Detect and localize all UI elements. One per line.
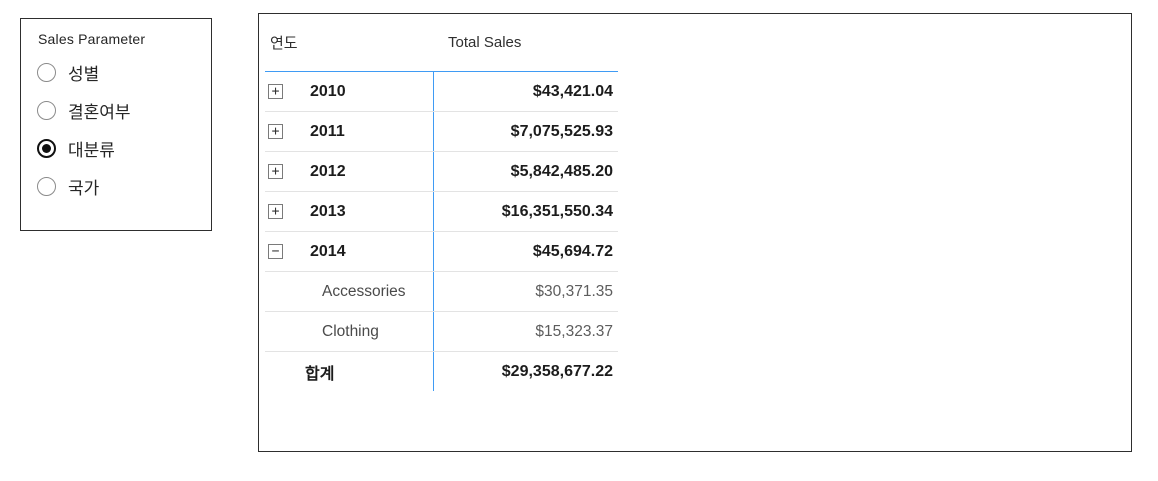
row-label: 2010 [310, 82, 346, 100]
slicer-title: Sales Parameter [38, 31, 146, 47]
expand-icon[interactable]: + [268, 164, 283, 179]
matrix-visual-card: 연도 Total Sales + 2010 $43,421.04 + 2011 … [258, 13, 1132, 452]
row-value: $30,371.35 [433, 272, 618, 311]
row-value: $45,694.72 [433, 232, 618, 271]
expand-icon[interactable]: + [268, 84, 283, 99]
row-label: 2012 [310, 162, 346, 180]
matrix-row-2011[interactable]: + 2011 $7,075,525.93 [265, 112, 618, 152]
slicer-option-label: 성별 [68, 64, 100, 84]
row-label: 2011 [310, 122, 345, 140]
column-header-year[interactable]: 연도 [270, 35, 298, 52]
matrix-row-2010[interactable]: + 2010 $43,421.04 [265, 72, 618, 112]
radio-unselected-icon[interactable] [37, 62, 56, 82]
row-label: 2014 [310, 242, 346, 260]
row-label: Clothing [322, 322, 379, 340]
matrix-row-2012[interactable]: + 2012 $5,842,485.20 [265, 152, 618, 192]
row-value: $5,842,485.20 [433, 152, 618, 191]
slicer-option-gender[interactable]: 성별 [37, 53, 211, 91]
matrix-row-2014[interactable]: − 2014 $45,694.72 [265, 232, 618, 272]
expand-icon[interactable]: + [268, 204, 283, 219]
column-header-total-sales[interactable]: Total Sales [448, 34, 522, 51]
row-label: Accessories [322, 282, 406, 300]
total-row-label: 합계 [305, 365, 335, 383]
matrix-row-2013[interactable]: + 2013 $16,351,550.34 [265, 192, 618, 232]
row-label: 2013 [310, 202, 346, 220]
row-value: $16,351,550.34 [433, 192, 618, 231]
row-value: $43,421.04 [433, 72, 618, 111]
slicer-option-marital-status[interactable]: 결혼여부 [37, 91, 211, 129]
matrix-row-accessories[interactable]: Accessories $30,371.35 [265, 272, 618, 312]
expand-icon[interactable]: + [268, 124, 283, 139]
sales-parameter-card: Sales Parameter 성별 결혼여부 대분류 국가 [20, 18, 212, 231]
slicer-option-country[interactable]: 국가 [37, 167, 211, 205]
radio-unselected-icon[interactable] [37, 176, 56, 196]
matrix-row-clothing[interactable]: Clothing $15,323.37 [265, 312, 618, 352]
slicer-option-label: 결혼여부 [68, 102, 131, 122]
collapse-icon[interactable]: − [268, 244, 283, 259]
matrix-total-row[interactable]: 합계 $29,358,677.22 [265, 352, 618, 391]
radio-unselected-icon[interactable] [37, 100, 56, 120]
slicer-option-label: 국가 [68, 178, 100, 198]
radio-selected-icon[interactable] [37, 138, 56, 158]
total-row-value: $29,358,677.22 [433, 352, 618, 391]
slicer-option-label: 대분류 [68, 140, 115, 160]
row-value: $7,075,525.93 [433, 112, 618, 151]
slicer-option-category[interactable]: 대분류 [37, 129, 211, 167]
matrix-header-row: 연도 Total Sales [265, 14, 618, 72]
row-value: $15,323.37 [433, 312, 618, 351]
matrix-table: 연도 Total Sales + 2010 $43,421.04 + 2011 … [265, 14, 618, 391]
